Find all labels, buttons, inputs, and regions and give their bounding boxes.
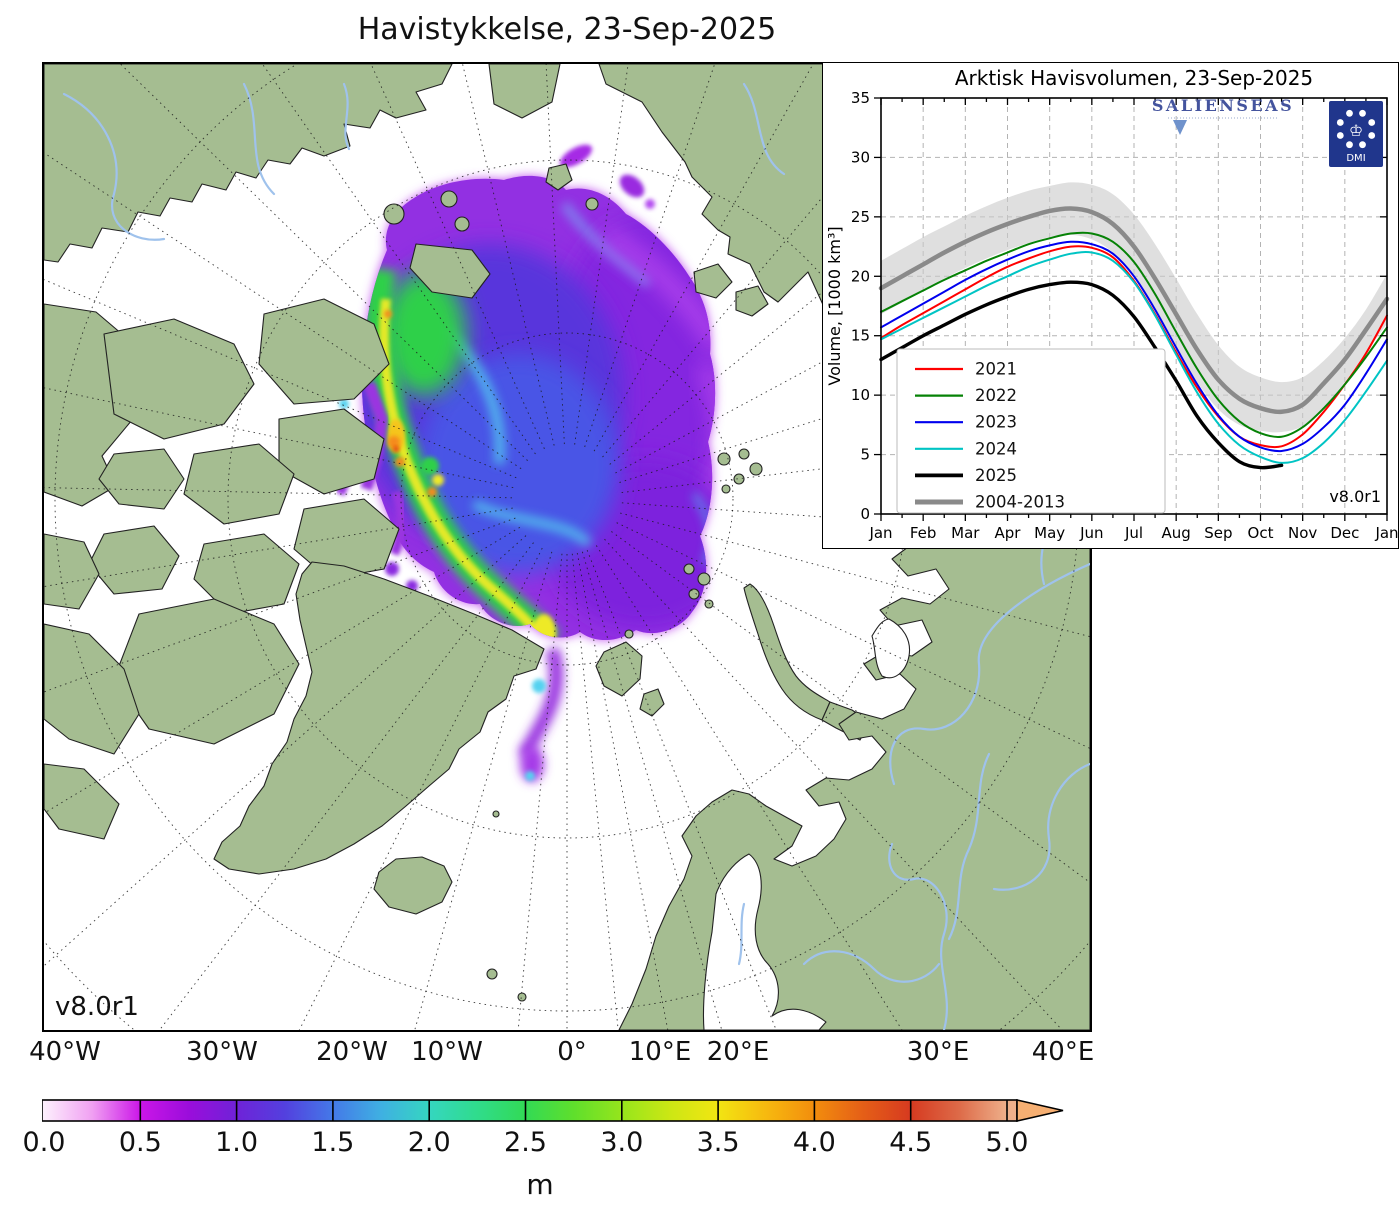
lon-label-40w: 40°W: [29, 1037, 101, 1067]
colorbar-tick-2.5: 2.5: [504, 1127, 547, 1158]
colorbar-tick-4.5: 4.5: [889, 1127, 933, 1158]
salienseas-wordmark: SALIENSEAS: [1152, 96, 1294, 115]
x-tick-Jun-5: Jun: [1079, 524, 1103, 542]
land-layer: [44, 64, 1090, 1030]
lon-label-30w: 30°W: [186, 1037, 258, 1067]
page-title: Havistykkelse, 23-Sep-2025: [357, 12, 777, 47]
y-tick-10: 10: [851, 386, 870, 404]
legend-label-2025: 2025: [975, 466, 1017, 485]
series-2022: [880, 231, 1388, 438]
rivers-layer: [62, 82, 1090, 1030]
arctic-map-svg: [44, 64, 1090, 1030]
lon-label-20e: 20°E: [706, 1037, 770, 1067]
map-version-label: v8.0r1: [55, 992, 139, 1022]
lon-label-20w: 20°W: [316, 1037, 388, 1067]
salienseas-sail-icon: [1173, 120, 1187, 135]
colorbar-tick-4.0: 4.0: [792, 1127, 836, 1158]
y-tick-15: 15: [851, 327, 870, 345]
salienseas-logo: SALIENSEAS: [1152, 96, 1294, 135]
series-2025: [879, 280, 1284, 470]
x-tick-Jul-6: Jul: [1124, 524, 1143, 542]
lon-label-10e: 10°E: [628, 1037, 692, 1067]
colorbar-tick-0.0: 0.0: [22, 1127, 66, 1158]
x-tick-Nov-10: Nov: [1288, 524, 1317, 542]
lon-label-30e: 30°E: [906, 1037, 970, 1067]
y-tick-5: 5: [860, 446, 870, 464]
legend-label-2024: 2024: [975, 439, 1017, 458]
x-tick-Jan-12: Jan: [1374, 524, 1398, 542]
colorbar-tick-5.0: 5.0: [985, 1127, 1029, 1158]
lon-label-40e: 40°E: [1031, 1037, 1095, 1067]
colorbar-tick-3.0: 3.0: [600, 1127, 644, 1158]
colorbar-tick-1.0: 1.0: [215, 1127, 259, 1158]
ice-volume-inset-chart: 0 5 10 15 20 25 30 35 Jan Feb Mar Apr May Jun Jul Aug Se…: [822, 62, 1399, 549]
y-tick-35: 35: [851, 89, 870, 107]
sea-ice-layer: [225, 80, 716, 782]
legend-label-2022: 2022: [975, 386, 1017, 405]
series-2023: [880, 240, 1388, 453]
y-tick-0: 0: [860, 505, 870, 523]
colorbar-tick-3.5: 3.5: [696, 1127, 740, 1158]
x-tick-Feb-1: Feb: [910, 524, 937, 542]
y-tick-20: 20: [851, 267, 870, 285]
x-tick-Mar-2: Mar: [951, 524, 980, 542]
x-tick-Dec-11: Dec: [1330, 524, 1359, 542]
lon-label-10w: 10°W: [411, 1037, 483, 1067]
x-tick-Oct-9: Oct: [1248, 524, 1274, 542]
colorbar-tick-1.5: 1.5: [311, 1127, 355, 1158]
legend-label-2023: 2023: [975, 413, 1017, 432]
chart-y-axis-label: Volume, [1000 km³]: [825, 226, 844, 385]
chart-legend: 2021 2022 2023 2024 2025 2004-2013: [896, 348, 1166, 514]
colorbar-tick-0.5: 0.5: [118, 1127, 162, 1158]
band-2004-2013: [881, 182, 1387, 433]
y-tick-30: 30: [851, 148, 870, 166]
chart-version-label: v8.0r1: [1329, 487, 1381, 506]
y-tick-25: 25: [851, 208, 870, 226]
x-tick-May-4: May: [1034, 524, 1065, 542]
lon-label-0: 0°: [557, 1037, 587, 1067]
x-tick-Jan-0: Jan: [868, 524, 892, 542]
dmi-logo: ♔ DMI: [1329, 101, 1383, 167]
x-tick-Apr-3: Apr: [995, 524, 1022, 542]
series-2024: [880, 251, 1388, 464]
series-2004-2013: [878, 206, 1390, 415]
x-tick-Sep-8: Sep: [1204, 524, 1232, 542]
dmi-crown-icon: ♔: [1349, 121, 1363, 140]
colorbar-tick-2.0: 2.0: [407, 1127, 451, 1158]
dmi-wordmark: DMI: [1346, 153, 1365, 164]
thickness-colorbar: [41, 1093, 1112, 1135]
legend-label-2004-2013: 2004-2013: [975, 493, 1065, 512]
x-tick-Aug-7: Aug: [1162, 524, 1191, 542]
legend-label-2021: 2021: [975, 360, 1017, 379]
sea-ice-thickness-map: [42, 62, 1092, 1032]
colorbar-unit-label: m: [526, 1168, 554, 1201]
chart-title: Arktisk Havisvolumen, 23-Sep-2025: [955, 66, 1313, 90]
